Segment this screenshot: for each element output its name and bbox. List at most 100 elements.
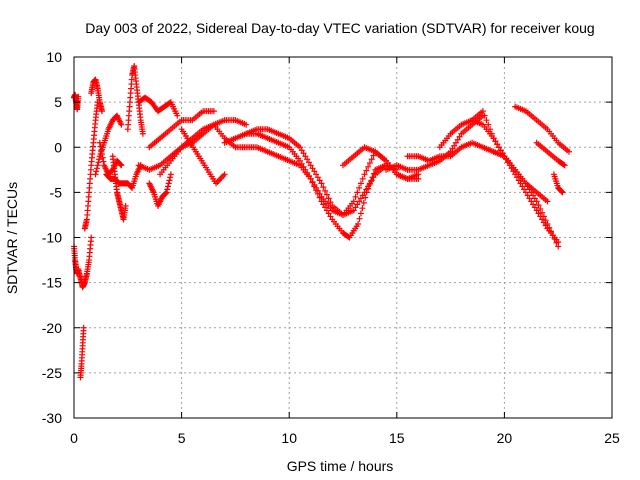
- data-point: [356, 215, 363, 222]
- data-point: [352, 204, 359, 211]
- series-arc-26: [512, 103, 572, 155]
- data-point: [531, 195, 538, 202]
- series-arc-08: [96, 139, 125, 178]
- y-tick-label: -30: [42, 410, 62, 426]
- data-point: [350, 198, 357, 205]
- data-point: [357, 195, 364, 202]
- data-point: [488, 130, 495, 137]
- data-point: [139, 130, 146, 137]
- data-point: [327, 199, 334, 206]
- x-tick-label: 0: [70, 430, 78, 446]
- data-point: [492, 138, 499, 145]
- data-point: [304, 156, 311, 163]
- series-arc-25: [490, 148, 551, 205]
- data-point: [164, 186, 171, 193]
- data-point: [94, 162, 101, 169]
- data-point: [88, 234, 95, 241]
- data-point: [496, 144, 503, 151]
- data-point: [320, 184, 327, 191]
- data-point: [318, 180, 325, 187]
- data-point: [561, 162, 568, 169]
- x-tick-label: 5: [178, 430, 186, 446]
- series-arc-20: [340, 144, 422, 182]
- data-point: [167, 171, 174, 178]
- data-point: [415, 175, 422, 182]
- data-point: [163, 189, 170, 196]
- data-point: [307, 175, 314, 182]
- data-point: [524, 192, 531, 199]
- data-point: [356, 184, 363, 191]
- data-point: [531, 204, 538, 211]
- series-arc-06: [88, 76, 105, 115]
- data-point: [316, 190, 323, 197]
- series-arc-04: [77, 324, 87, 381]
- data-point: [322, 187, 329, 194]
- data-point: [515, 177, 522, 184]
- series-arc-15: [146, 108, 217, 151]
- data-point: [314, 174, 321, 181]
- chart-title: Day 003 of 2022, Sidereal Day-to-day VTE…: [85, 20, 594, 36]
- axis-ticks: 0 5 10 15 20 25 10 5 0 -5 -10 -15 -20 -25 -30: [42, 49, 620, 446]
- data-point: [560, 161, 567, 168]
- data-point: [221, 171, 228, 178]
- data-point: [517, 180, 524, 187]
- data-point: [298, 147, 305, 154]
- data-point: [521, 186, 528, 193]
- series-arc-18: [221, 130, 400, 218]
- x-tick-label: 25: [604, 430, 620, 446]
- data-point: [454, 136, 461, 143]
- data-point: [530, 192, 537, 199]
- series-arc-22: [383, 112, 486, 173]
- series-arc-16: [178, 126, 228, 187]
- data-point: [118, 121, 125, 128]
- series-arc-11: [124, 63, 146, 137]
- data-point: [314, 187, 321, 194]
- data-point: [452, 139, 459, 146]
- data-point: [357, 210, 364, 217]
- series-arc-12: [135, 94, 181, 119]
- data-point: [98, 108, 105, 115]
- data-point: [366, 180, 373, 187]
- data-point: [537, 213, 544, 220]
- data-point: [99, 154, 106, 161]
- data-point: [481, 112, 488, 119]
- data-point: [323, 207, 330, 214]
- series-arc-03: [75, 234, 95, 291]
- data-point: [519, 183, 526, 190]
- y-tick-label: 0: [54, 139, 62, 155]
- x-tick-label: 20: [497, 430, 513, 446]
- data-point: [164, 183, 171, 190]
- x-tick-label: 15: [389, 430, 405, 446]
- y-tick-label: -15: [42, 275, 62, 291]
- data-point: [117, 161, 124, 168]
- data-point: [93, 168, 100, 175]
- data-point: [559, 189, 566, 196]
- data-point: [479, 108, 486, 115]
- data-point: [354, 201, 361, 208]
- data-point: [361, 171, 368, 178]
- data-point: [361, 189, 368, 196]
- data-point: [311, 168, 318, 175]
- data-point: [309, 165, 316, 172]
- data-point: [359, 175, 366, 182]
- data-point: [122, 202, 129, 209]
- data-points: [71, 63, 572, 381]
- y-tick-label: 5: [54, 94, 62, 110]
- data-point: [98, 151, 105, 158]
- data-point: [533, 207, 540, 214]
- data-point: [313, 184, 320, 191]
- data-point: [296, 157, 303, 164]
- data-point: [360, 199, 367, 206]
- data-point: [96, 156, 103, 163]
- data-point: [447, 148, 454, 155]
- data-point: [366, 160, 373, 167]
- data-point: [166, 177, 173, 184]
- data-point: [93, 165, 100, 172]
- data-point: [304, 169, 311, 176]
- series-arc-23: [436, 117, 562, 250]
- data-point: [302, 166, 309, 173]
- series-arc-10: [103, 162, 144, 191]
- y-axis-label: SDTVAR / TECUs: [4, 182, 20, 294]
- data-point: [80, 324, 87, 331]
